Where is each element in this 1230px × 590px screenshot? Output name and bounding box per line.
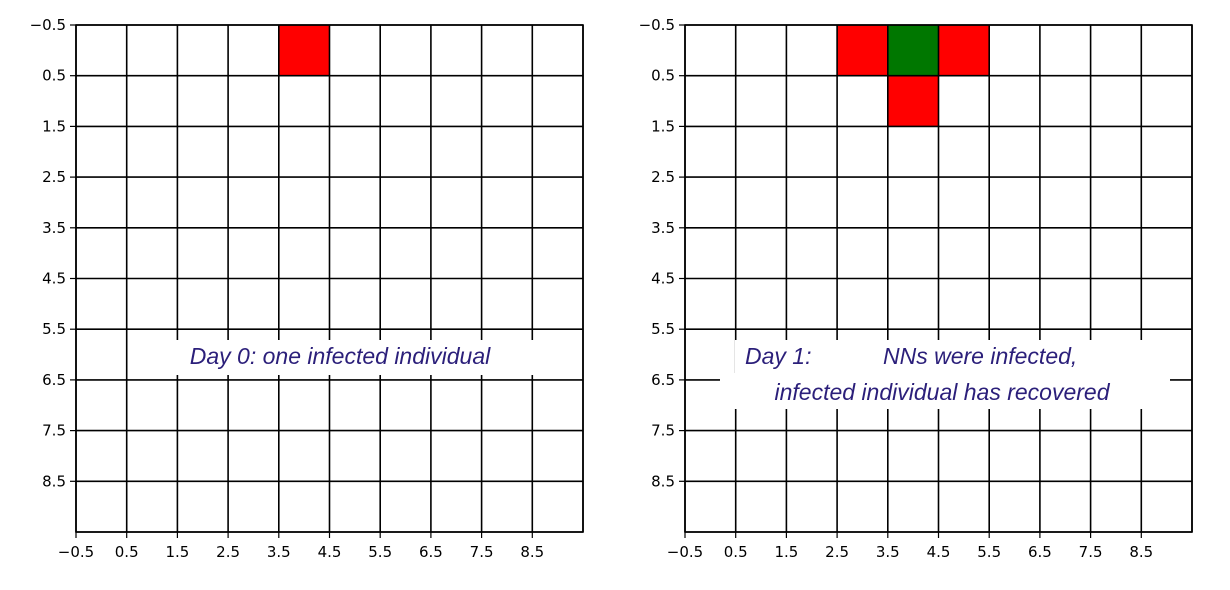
x-tick-label: −0.5 xyxy=(58,543,94,561)
y-tick-label: 4.5 xyxy=(42,270,66,288)
annotation-text: Day 0: one infected individual xyxy=(190,343,491,369)
cell-infected xyxy=(938,25,990,76)
annotation-text-line-2: infected individual has recovered xyxy=(775,379,1111,405)
x-tick-label: 5.5 xyxy=(977,543,1001,561)
y-tick-label: 2.5 xyxy=(42,168,66,186)
y-tick-label: 8.5 xyxy=(42,472,66,490)
x-tick-label: 6.5 xyxy=(1028,543,1052,561)
y-tick-label: 2.5 xyxy=(651,168,675,186)
x-tick-label: 7.5 xyxy=(1079,543,1103,561)
y-tick-label: 1.5 xyxy=(651,117,675,135)
x-tick-label: 1.5 xyxy=(165,543,189,561)
x-tick-label: 4.5 xyxy=(927,543,951,561)
x-tick-label: 0.5 xyxy=(724,543,748,561)
x-tick-label: 3.5 xyxy=(267,543,291,561)
y-tick-label: 5.5 xyxy=(42,320,66,338)
y-tick-label: 6.5 xyxy=(651,371,675,389)
x-tick-label: 2.5 xyxy=(216,543,240,561)
x-tick-label: 1.5 xyxy=(774,543,798,561)
x-tick-label: 2.5 xyxy=(825,543,849,561)
x-tick-label: 6.5 xyxy=(419,543,443,561)
cell-infected xyxy=(278,25,330,76)
cell-infected xyxy=(887,75,939,127)
annotation-text-part-1: Day 1: xyxy=(745,343,811,369)
cell-recovered xyxy=(887,25,939,76)
y-tick-label: 0.5 xyxy=(42,67,66,85)
y-tick-label: 3.5 xyxy=(42,219,66,237)
annotation-background xyxy=(140,340,540,375)
y-tick-label: 7.5 xyxy=(42,422,66,440)
day-0-grid-panel: −0.5 0.5 1.5 2.5 3.5 4.5 5.5 6.5 7.5 8.5 −0.5 0.5 1.… xyxy=(30,16,584,561)
x-tick-label: 8.5 xyxy=(520,543,544,561)
y-tick-label: −0.5 xyxy=(639,16,675,34)
x-tick-label: 7.5 xyxy=(470,543,494,561)
y-tick-label: 6.5 xyxy=(42,371,66,389)
annotation-background xyxy=(735,340,1145,373)
x-tick-label: 5.5 xyxy=(368,543,392,561)
y-tick-label: 8.5 xyxy=(651,472,675,490)
day-1-grid-panel: −0.5 0.5 1.5 2.5 3.5 4.5 5.5 6.5 7.5 8.5 −0.5 0.5 1.… xyxy=(639,16,1193,561)
cell-infected xyxy=(837,25,888,76)
y-tick-label: 1.5 xyxy=(42,117,66,135)
y-tick-label: 3.5 xyxy=(651,219,675,237)
y-tick-label: −0.5 xyxy=(30,16,66,34)
annotation-text-part-2: NNs were infected, xyxy=(883,343,1077,369)
x-tick-label: 0.5 xyxy=(115,543,139,561)
y-tick-label: 7.5 xyxy=(651,422,675,440)
y-tick-label: 0.5 xyxy=(651,67,675,85)
x-tick-label: 4.5 xyxy=(318,543,342,561)
x-tick-label: 8.5 xyxy=(1129,543,1153,561)
annotation-background xyxy=(720,373,1170,409)
x-tick-label: −0.5 xyxy=(667,543,703,561)
y-tick-label: 5.5 xyxy=(651,320,675,338)
x-tick-label: 3.5 xyxy=(876,543,900,561)
y-tick-label: 4.5 xyxy=(651,270,675,288)
